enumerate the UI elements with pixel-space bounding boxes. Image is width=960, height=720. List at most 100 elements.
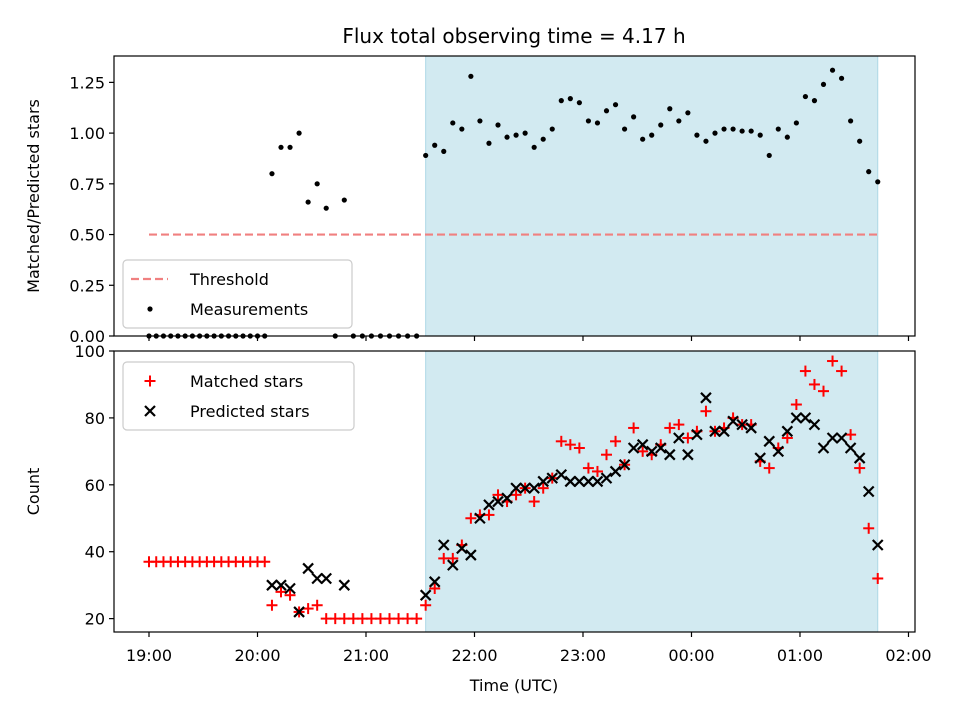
matched-star-point (420, 599, 432, 611)
predicted-star-point (754, 452, 766, 464)
predicted-star-point (501, 492, 513, 504)
x-marker-b (144, 405, 156, 417)
predicted-star-point (862, 485, 875, 498)
x-marker-b (320, 572, 332, 585)
predicted-star-point (709, 425, 721, 438)
observing-window-span (425, 55, 879, 337)
predicted-star-point (447, 559, 459, 571)
legend-measurement-marker (147, 306, 153, 312)
matched-star-point (863, 522, 875, 534)
measurement-point (784, 134, 790, 140)
matched-star-point (284, 589, 296, 601)
measurement-point (450, 120, 456, 126)
measurement-point (875, 179, 881, 185)
matched-star-point (483, 509, 495, 521)
x-tick-label: 23:00 (560, 646, 606, 665)
measurement-point (513, 132, 519, 138)
measurement-point (694, 132, 700, 138)
measurement-point (603, 108, 610, 114)
matched-star-point (781, 432, 793, 444)
matched-star-point (259, 556, 271, 568)
predicted-star-point (564, 475, 577, 488)
measurement-point (594, 120, 601, 126)
measurement-point (649, 132, 655, 138)
predicted-star-point (428, 576, 441, 588)
measurement-point (658, 122, 664, 128)
predicted-star-point (826, 432, 839, 444)
matched-star-point (266, 599, 278, 611)
predicted-star-point (745, 422, 757, 434)
measurement-point (739, 128, 745, 134)
x-marker-b (682, 448, 694, 461)
predicted-star-point (600, 472, 613, 484)
x-marker-b (492, 495, 504, 508)
measurement-point (820, 81, 827, 88)
x-marker-b (483, 499, 495, 511)
x-marker-b (501, 492, 513, 504)
predicted-star-point (853, 452, 866, 464)
x-marker-b (853, 452, 866, 464)
measurement-point (323, 205, 329, 211)
x-marker-b (664, 448, 676, 461)
measurement-point (287, 144, 293, 150)
y-tick-label: 20 (85, 610, 105, 629)
y-tick-label: 80 (85, 409, 105, 428)
x-marker-b (338, 579, 351, 591)
predicted-star-point (302, 562, 314, 575)
x-marker-b (627, 442, 640, 454)
top-panel: 0.00 0.25 0.50 0.75 1.00 1.25 Matched/Predicte… (24, 55, 916, 346)
x-marker-b (555, 468, 568, 481)
x-marker-b (275, 579, 287, 591)
predicted-star-point (519, 482, 531, 494)
x-marker-b (302, 562, 314, 575)
measurement-point (838, 75, 845, 81)
predicted-star-point (664, 448, 676, 461)
measurement-point (296, 130, 302, 136)
x-marker-b (600, 472, 613, 484)
x-marker-b (591, 475, 604, 488)
x-marker-b (781, 425, 794, 438)
x-marker-b (546, 472, 559, 484)
matched-star-point (591, 465, 603, 477)
y-axis-label: Matched/Predicted stars (24, 99, 43, 293)
predicted-star-point (799, 412, 812, 424)
measurement-point (712, 130, 718, 136)
predicted-star-point (456, 542, 468, 555)
x-marker-b (835, 432, 848, 444)
observing-window-span (425, 350, 879, 633)
matched-star-point (447, 552, 459, 564)
x-marker-b (654, 442, 667, 454)
predicted-star-point (835, 432, 848, 444)
predicted-star-point (682, 448, 694, 461)
y-tick-label: 0.25 (69, 276, 105, 295)
x-marker-b (826, 432, 839, 444)
measurement-point (468, 73, 474, 79)
measurement-point (857, 138, 863, 144)
x-tick-label: 20:00 (234, 646, 280, 665)
measurement-point (314, 181, 320, 187)
y-tick-label: 1.00 (69, 124, 105, 143)
predicted-star-point (311, 572, 323, 585)
measurement-point (341, 197, 347, 203)
x-marker-b (465, 549, 477, 561)
predicted-star-point (546, 472, 559, 484)
matched-star-point (637, 445, 649, 457)
y-axis-label: Count (24, 468, 43, 516)
measurement-point (811, 98, 818, 104)
measurement-point (531, 144, 537, 150)
measurement-point (748, 128, 754, 134)
matched-star-point (564, 439, 576, 451)
predicted-star-point (293, 606, 305, 618)
predicted-star-point (320, 572, 332, 585)
measurement-point (269, 171, 275, 177)
predicted-star-point (284, 582, 296, 595)
y-tick-label: 0.50 (69, 226, 105, 245)
measurement-point (522, 130, 528, 136)
measurement-point (685, 110, 691, 116)
x-marker-b (537, 475, 549, 488)
measurement-point (721, 126, 727, 132)
matched-star-point (573, 442, 585, 454)
predicted-star-point (871, 539, 884, 551)
x-tick-label: 00:00 (668, 646, 714, 665)
axes-frame (113, 350, 916, 633)
